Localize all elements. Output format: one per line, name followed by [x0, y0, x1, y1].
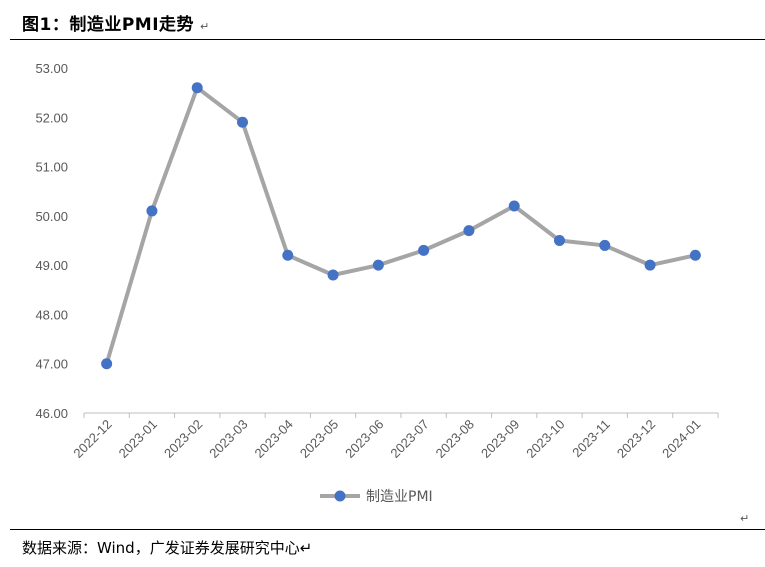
- data-point: [282, 249, 294, 261]
- data-point: [237, 116, 248, 128]
- data-point: [689, 249, 701, 261]
- y-tick-label: 53.00: [35, 61, 68, 76]
- series-line: [104, 85, 698, 366]
- figure-title: 图1：制造业PMI走势 ↵: [22, 10, 210, 35]
- x-tick-label: 2023-06: [342, 417, 386, 461]
- x-tick-label: 2023-04: [252, 417, 296, 461]
- y-tick-label: 50.00: [35, 209, 68, 224]
- source-note: 数据来源：Wind，广发证券发展研究中心↵: [22, 539, 313, 557]
- legend-label: 制造业PMI: [366, 489, 433, 505]
- bottom-rule: [10, 529, 765, 530]
- x-tick-label: 2023-09: [478, 417, 522, 461]
- y-tick-label: 48.00: [35, 307, 68, 322]
- pmi-line-chart: 46.00 47.00 48.00 49.00 50.00 51.00 52.00 53.00…: [35, 61, 719, 505]
- x-tick-label: 2024-01: [659, 417, 703, 461]
- top-rule: [10, 39, 765, 40]
- x-tick-label: 2023-08: [433, 417, 477, 461]
- data-point: [599, 239, 611, 251]
- data-point: [101, 358, 113, 370]
- y-tick-label: 49.00: [35, 258, 68, 273]
- data-point: [372, 259, 384, 271]
- x-tick-label: 2023-02: [161, 417, 205, 461]
- data-point: [463, 225, 475, 237]
- x-tick-label: 2022-12: [70, 417, 114, 461]
- paragraph-mark: ↵: [200, 20, 210, 33]
- data-point: [146, 205, 158, 217]
- x-tick-label: 2023-01: [116, 417, 160, 461]
- data-point: [327, 269, 339, 281]
- data-point: [418, 244, 430, 256]
- y-tick-label: 52.00: [35, 110, 68, 125]
- x-tick-label: 2023-07: [387, 417, 431, 461]
- y-tick-label: 47.00: [35, 357, 68, 372]
- x-tick-label: 2023-10: [523, 417, 567, 461]
- data-point: [508, 200, 520, 212]
- x-tick-label: 2023-12: [614, 417, 658, 461]
- data-point: [191, 82, 203, 94]
- x-tick-label: 2023-05: [297, 417, 341, 461]
- data-point: [554, 235, 565, 246]
- paragraph-mark: ↵: [740, 512, 750, 525]
- data-point: [644, 259, 656, 271]
- figure-title-text: 图1：制造业PMI走势: [22, 15, 195, 35]
- y-tick-label: 51.00: [35, 160, 68, 175]
- y-tick-label: 46.00: [35, 406, 68, 421]
- legend-marker-swatch: [334, 490, 346, 502]
- x-tick-label: 2023-11: [569, 417, 613, 461]
- x-tick-label: 2023-03: [206, 417, 250, 461]
